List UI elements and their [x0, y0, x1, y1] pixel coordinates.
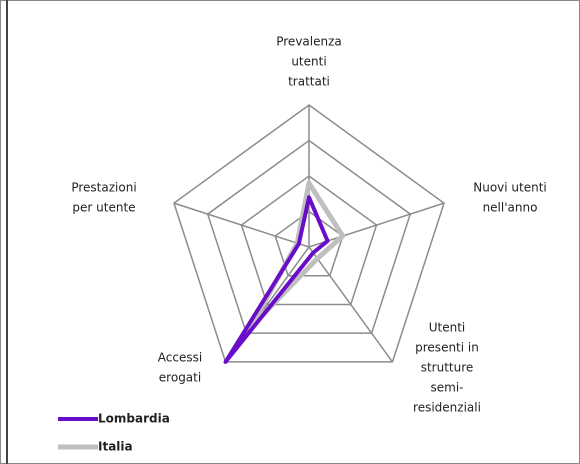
axis-label: Prestazioni — [71, 181, 136, 195]
axis-label: Utenti — [429, 321, 466, 335]
legend-label: Lombardia — [98, 412, 170, 426]
grid-ring — [206, 139, 412, 334]
axis-label: utenti — [291, 55, 326, 69]
spoke — [173, 202, 310, 248]
axis-label: strutture — [421, 361, 474, 375]
grid-ring — [274, 210, 344, 277]
axis-label: erogati — [159, 371, 201, 385]
axis-label: Nuovi utenti — [473, 181, 547, 195]
axis-label: per utente — [72, 201, 135, 215]
axis-label: Accessi — [158, 351, 202, 365]
series-line — [223, 195, 330, 364]
spoke — [308, 246, 394, 363]
legend-label: Italia — [98, 440, 133, 454]
grid-ring — [173, 104, 445, 363]
axis-label: Prevalenza — [276, 35, 342, 49]
axis-label: nell'anno — [483, 201, 538, 215]
axis-label: presenti in — [415, 341, 479, 355]
axis-label: residenziali — [413, 401, 481, 415]
axis-label: trattati — [288, 75, 330, 89]
grid-ring — [240, 175, 378, 306]
spoke — [308, 202, 445, 248]
axis-label: semi- — [431, 381, 464, 395]
